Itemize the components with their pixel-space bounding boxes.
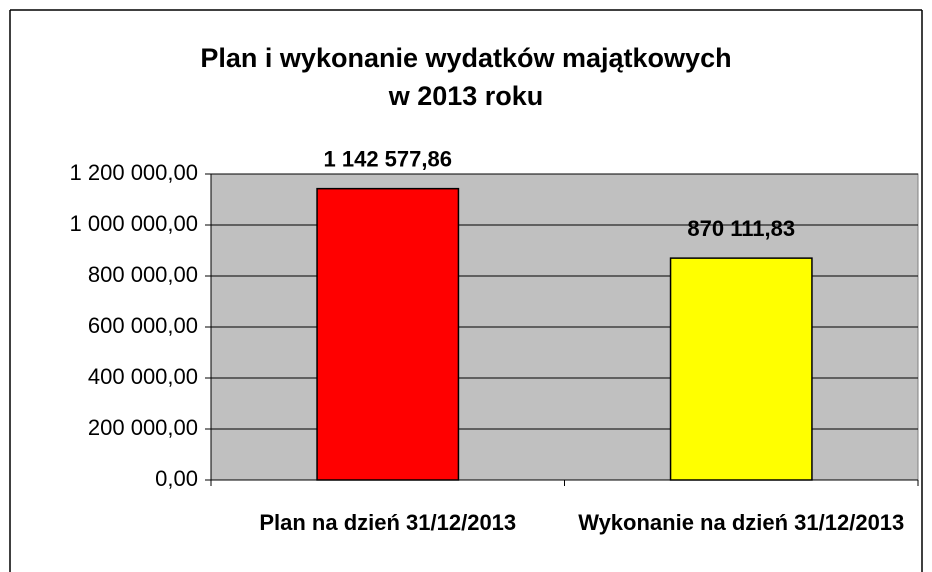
- bar: [669, 257, 813, 481]
- data-label: 870 111,83: [687, 216, 795, 241]
- data-label: 1 142 577,86: [324, 146, 452, 171]
- chart-title: Plan i wykonanie wydatków majątkowych: [200, 43, 731, 73]
- bar: [316, 187, 460, 481]
- y-tick-label: 400 000,00: [88, 364, 198, 389]
- y-tick-label: 1 200 000,00: [70, 160, 198, 185]
- y-tick-label: 200 000,00: [88, 415, 198, 440]
- x-tick-label: Plan na dzień 31/12/2013: [259, 510, 517, 535]
- x-tick-label: Wykonanie na dzień 31/12/2013: [578, 510, 905, 535]
- y-tick-label: 0,00: [155, 466, 198, 491]
- chart-title: w 2013 roku: [388, 81, 544, 111]
- y-tick-label: 1 000 000,00: [70, 211, 198, 236]
- y-tick-label: 600 000,00: [88, 313, 198, 338]
- y-tick-label: 800 000,00: [88, 262, 198, 287]
